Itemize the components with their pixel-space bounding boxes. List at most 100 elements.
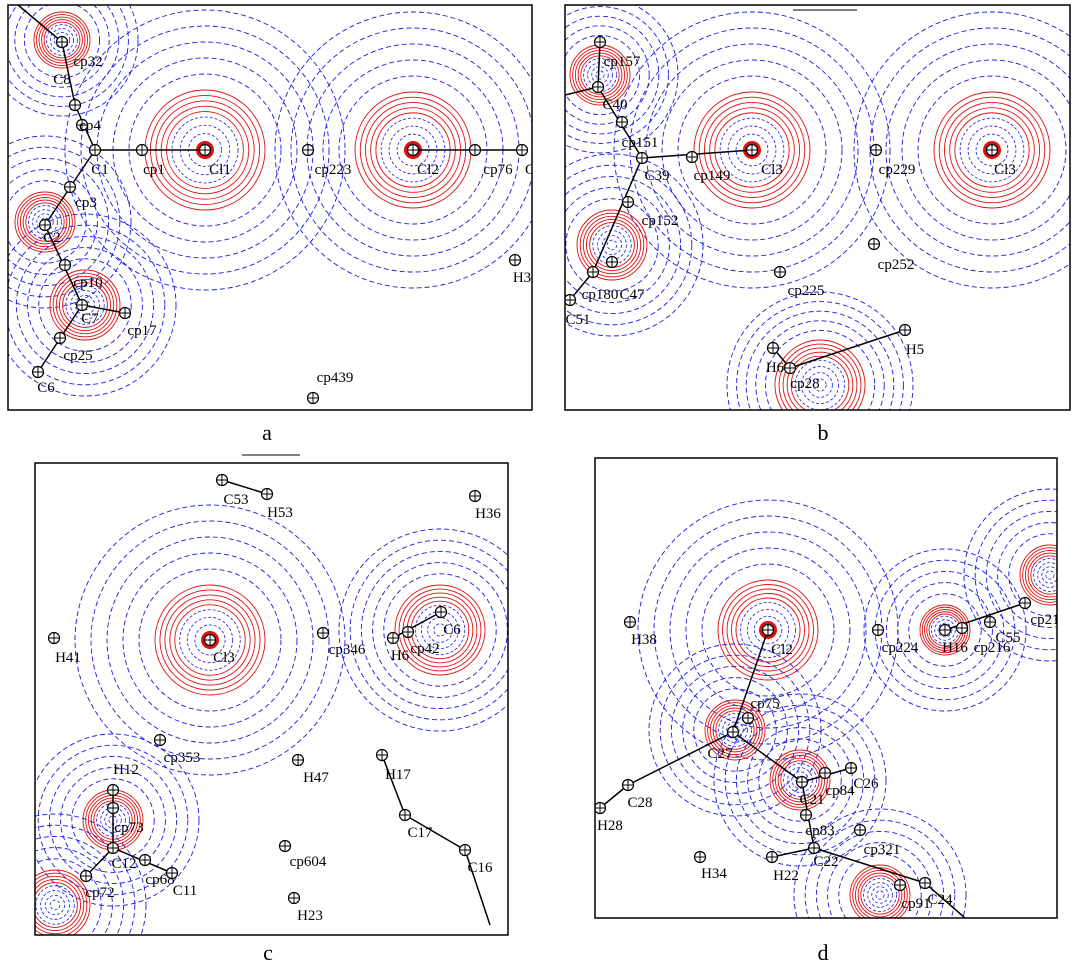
bond-path — [81, 304, 126, 314]
critical-point-cross — [107, 784, 119, 796]
contour-red — [707, 702, 763, 758]
contour-outer — [736, 301, 904, 410]
nucleus — [983, 141, 1001, 159]
critical-point-cross — [845, 762, 857, 774]
contour-inner — [875, 890, 885, 900]
atom-label: Cl3 — [761, 162, 783, 178]
contour-red — [786, 351, 854, 410]
atom-label: H28 — [597, 818, 623, 834]
atom-label: cp83 — [805, 823, 834, 839]
contour-outer — [565, 15, 660, 135]
contour-inner — [783, 763, 817, 797]
critical-point-cross — [107, 802, 119, 814]
contour-inner — [719, 117, 785, 183]
contour-inner — [959, 117, 1025, 183]
critical-point-cross — [469, 144, 481, 156]
critical-point-cross — [407, 144, 419, 156]
critical-point-cross — [594, 36, 606, 48]
contour-outer — [1008, 533, 1057, 617]
contour-outer — [735, 715, 865, 845]
panel-caption: c — [263, 940, 273, 964]
contour-inner — [414, 604, 466, 656]
atom-label: cp75 — [750, 696, 779, 712]
contour-outer — [677, 75, 827, 225]
contour-red — [394, 584, 486, 676]
atom-label: H22 — [773, 868, 799, 884]
contour-red — [55, 275, 115, 335]
contour-outer — [565, 34, 641, 116]
contour-inner — [28, 205, 62, 239]
contour-red — [726, 588, 810, 672]
atom-label: cp224 — [882, 640, 919, 656]
bond-path — [597, 41, 601, 88]
atom-label: cp42 — [410, 641, 439, 657]
atom-label: C1 — [91, 162, 109, 178]
contour-outer — [885, 570, 1005, 690]
critical-point-cross — [261, 488, 273, 500]
critical-point-cross — [587, 266, 599, 278]
critical-point-cross — [894, 879, 906, 891]
contour-red — [35, 875, 85, 935]
critical-point-cross — [808, 842, 820, 854]
contour-red — [1027, 552, 1057, 598]
contour-inner — [597, 230, 627, 260]
critical-point-cross — [107, 842, 119, 854]
contour-red — [14, 191, 76, 253]
atom-label: H17 — [385, 767, 411, 783]
contour-outer — [997, 522, 1057, 628]
panel-caption: b — [818, 420, 829, 445]
critical-point-cross — [199, 144, 211, 156]
contour-outer — [901, 59, 1070, 241]
panel-frame — [34, 462, 509, 936]
atom-label: cp157 — [604, 54, 641, 70]
atom-label: H38 — [631, 632, 657, 648]
contour-outer — [8, 5, 120, 98]
critical-point-cross — [59, 259, 71, 271]
contour-outer — [383, 573, 497, 687]
contour-outer — [885, 43, 1070, 257]
contour-red — [709, 107, 795, 193]
contour-red — [582, 215, 642, 275]
contour-outer — [764, 329, 876, 410]
atom-label: C26 — [853, 776, 879, 792]
contour-red — [857, 872, 903, 918]
contour-outer — [974, 499, 1057, 651]
contour-outer — [963, 488, 1057, 662]
atom-label: cp1 — [143, 162, 165, 178]
contour-inner — [740, 602, 796, 658]
atom-label: C8 — [53, 72, 71, 88]
contour-red — [586, 218, 639, 271]
critical-point-cross — [204, 634, 216, 646]
critical-point-cross — [742, 712, 754, 724]
contour-outer — [48, 755, 178, 885]
critical-point-cross — [919, 877, 931, 889]
bond-path — [17, 5, 63, 43]
contour-red — [769, 749, 831, 811]
critical-point-cross — [154, 734, 166, 746]
contour-outer — [35, 824, 136, 935]
contour-outer — [565, 153, 704, 337]
contour-red — [49, 269, 121, 341]
contour-red — [693, 91, 811, 209]
critical-point-cross — [69, 99, 81, 111]
critical-point-cross — [624, 616, 636, 628]
critical-point-cross — [872, 624, 884, 636]
atom-label: cp21 — [1030, 612, 1059, 628]
critical-point-cross — [54, 332, 66, 344]
contour-red — [22, 199, 68, 245]
critical-point-cross — [119, 307, 131, 319]
atom-label: cp25 — [63, 348, 92, 364]
contour-inner — [44, 894, 66, 916]
contour-red — [712, 707, 758, 753]
atom-label: cp4 — [79, 118, 101, 134]
contour-red — [35, 882, 78, 928]
critical-point-cross — [686, 151, 698, 163]
contour-outer — [35, 858, 102, 935]
contour-outer — [838, 853, 922, 918]
contour-red — [709, 704, 761, 756]
bond-path — [404, 814, 466, 851]
contour-inner — [1037, 562, 1057, 588]
contour-outer — [27, 247, 143, 363]
atom-label: C28 — [627, 795, 652, 811]
